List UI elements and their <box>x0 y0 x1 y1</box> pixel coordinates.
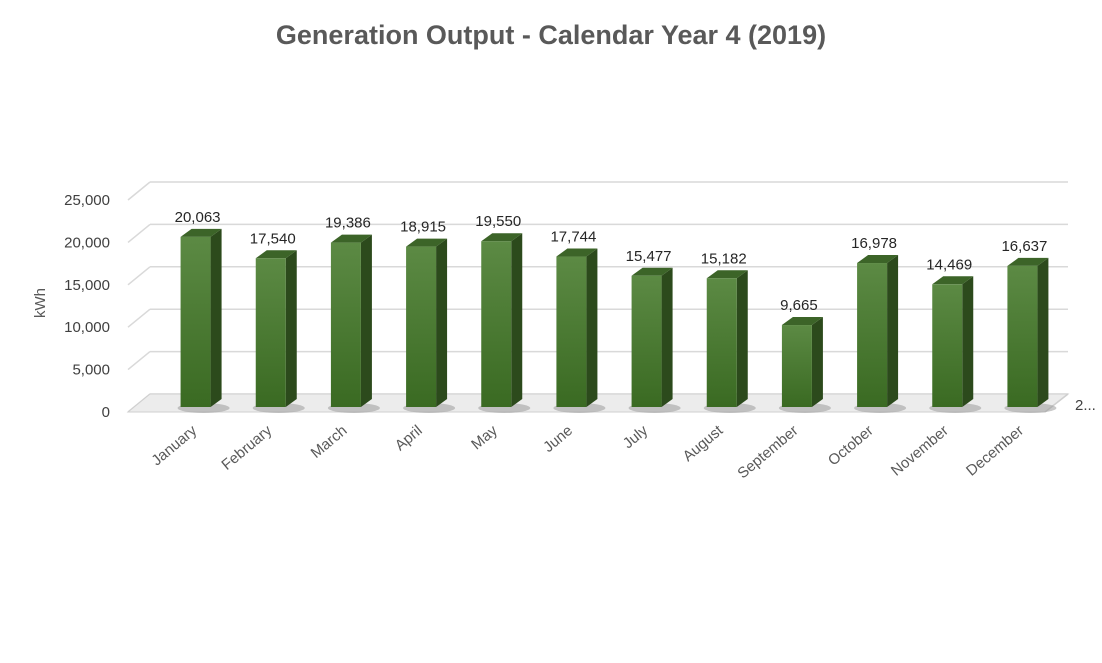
data-label: 16,637 <box>1001 238 1047 255</box>
y-axis-title: kWh <box>32 288 49 318</box>
bar-top <box>1007 257 1049 266</box>
bar-top <box>857 255 899 264</box>
bar <box>330 234 372 407</box>
bar-side <box>586 248 598 407</box>
data-label: 17,744 <box>550 229 596 246</box>
bar-top <box>631 267 673 276</box>
data-label: 14,469 <box>926 256 972 273</box>
bar-top <box>481 233 523 242</box>
y-tick-label: 5,000 <box>72 362 110 379</box>
data-label: 18,915 <box>400 219 446 236</box>
gridline-side <box>127 223 151 243</box>
bar-top <box>932 276 974 285</box>
bar-side <box>962 276 974 407</box>
bar-side <box>811 317 823 407</box>
bar-front <box>932 284 963 407</box>
data-label: 16,978 <box>851 235 897 252</box>
bar <box>1007 257 1049 407</box>
x-tick-label: November <box>888 422 952 480</box>
y-tick-label: 25,000 <box>64 192 110 209</box>
bar-front <box>1007 265 1038 407</box>
bar-side <box>285 250 297 407</box>
bar-top <box>180 228 222 237</box>
bar-side <box>1037 257 1049 407</box>
bar <box>781 317 823 407</box>
bar-side <box>436 238 448 407</box>
x-tick-label: October <box>825 422 877 469</box>
bar-top <box>706 270 748 279</box>
data-label: 17,540 <box>250 230 296 247</box>
bar-top <box>406 238 448 247</box>
gridline-side <box>127 181 151 201</box>
bar-top <box>781 317 823 326</box>
data-label: 19,550 <box>475 213 521 230</box>
data-label: 9,665 <box>780 297 818 314</box>
chart-title: Generation Output - Calendar Year 4 (201… <box>275 20 827 50</box>
gridline-side <box>127 266 151 286</box>
y-tick-label: 0 <box>102 404 110 421</box>
x-axis-ticks: January February March April May June July Augu… <box>148 422 1027 483</box>
bar-top <box>255 250 297 259</box>
bar-top <box>330 234 372 243</box>
x-tick-label: June <box>540 422 576 456</box>
y-tick-label: 20,000 <box>64 234 110 251</box>
data-labels: 20,063 17,540 19,386 18,915 19,550 17,744 15,4… <box>175 209 1048 314</box>
bar-side <box>511 233 523 407</box>
bar-front <box>180 236 211 407</box>
bar <box>857 255 899 407</box>
data-label: 20,063 <box>175 209 221 226</box>
gridline-side <box>127 351 151 371</box>
bar <box>481 233 523 407</box>
bar-side <box>736 270 748 407</box>
bar <box>406 238 448 407</box>
bar-front <box>330 242 361 407</box>
x-tick-label: February <box>218 422 275 474</box>
data-label: 15,182 <box>701 250 747 267</box>
bar-side <box>210 228 222 407</box>
bar-front <box>781 325 812 407</box>
x-tick-label: March <box>308 422 351 462</box>
bar <box>556 248 598 407</box>
bar-front <box>406 246 437 407</box>
bar-front <box>481 241 512 407</box>
x-tick-label: December <box>963 422 1027 480</box>
bar-top <box>556 248 598 257</box>
bar-side <box>360 234 372 407</box>
bar <box>180 228 222 407</box>
bar <box>255 250 297 407</box>
bar-front <box>631 275 662 407</box>
bar-front <box>857 263 888 407</box>
bar <box>932 276 974 407</box>
y-tick-label: 15,000 <box>64 277 110 294</box>
gridline-side <box>127 308 151 328</box>
data-label: 15,477 <box>626 248 672 265</box>
bar-side <box>887 255 899 407</box>
bar-front <box>706 278 737 407</box>
depth-axis-label: 2... <box>1075 397 1096 414</box>
bar-front <box>255 258 286 407</box>
x-tick-label: January <box>148 422 200 470</box>
y-tick-label: 10,000 <box>64 319 110 336</box>
bar-side <box>661 267 673 407</box>
x-tick-label: July <box>620 422 652 452</box>
bar <box>631 267 673 407</box>
x-tick-label: September <box>734 422 801 482</box>
bars <box>177 228 1057 413</box>
y-axis-ticks: 0 5,000 10,000 15,000 20,000 25,000 <box>64 192 110 421</box>
x-tick-label: May <box>468 422 501 454</box>
x-tick-label: August <box>680 422 727 466</box>
x-tick-label: April <box>392 422 426 454</box>
bar-front <box>556 256 587 407</box>
data-label: 19,386 <box>325 215 371 232</box>
bar <box>706 270 748 407</box>
